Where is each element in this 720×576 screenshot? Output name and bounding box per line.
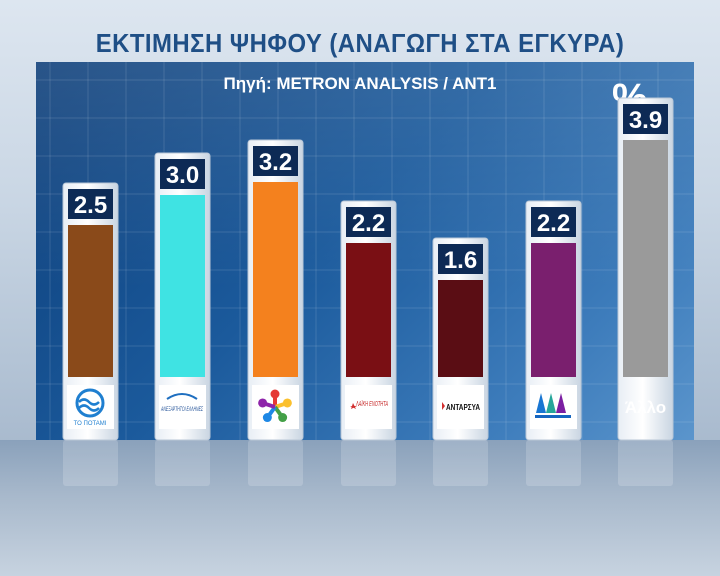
bar [253,182,298,377]
value-label-box [623,104,668,134]
value-label-box [253,146,298,176]
value-label-box [438,244,483,274]
bar-group: 1.6 ΑΝΤΑΡΣΥΑ [432,237,489,486]
bar [531,243,576,377]
bar [623,140,668,377]
water-icon [535,415,571,418]
bar [438,280,483,377]
bar-group: 2.2 [525,200,582,486]
star-icon [350,403,357,409]
value-label: 3.9 [629,107,662,134]
bar-group: 3.9 Άλλο [617,97,674,486]
floor [0,440,720,576]
value-label-box [68,189,113,219]
to-potami-logo [75,388,105,418]
value-label: 3.2 [259,149,292,176]
anexartitoi-ellines-logo-box [159,385,206,429]
antarsya-logo [440,400,481,412]
bar-reflection [248,440,303,486]
bar-reflection [433,440,488,486]
logo-text: ΛΑΪΚΗ ΕΝΟΤΗΤΑ [355,400,388,408]
logo-text: ΑΝΕΞΑΡΤΗΤΟΙ ΕΛΛΗΝΕΣ [160,406,203,413]
person-icon [262,413,272,423]
star-icon [442,402,445,410]
bar [68,225,113,377]
person-icon [270,389,280,399]
value-label: 2.2 [352,210,385,237]
chart-source: Πηγή: METRON ANALYSIS / ANT1 [223,74,497,93]
bar-group: 2.2 ΛΑΪΚΗ ΕΝΟΤΗΤΑ [340,200,397,486]
bar-reflection [63,440,118,486]
value-label: 2.2 [537,210,570,237]
bar-group: 3.2 [247,139,304,486]
person-icon [258,398,268,408]
person-arm-icon [265,402,276,409]
wave-icon [78,398,100,406]
value-label-box [160,159,205,189]
value-label: 2.5 [74,192,107,219]
sail-icon [536,393,546,413]
logo-text: ΤΟ ΠΟΤΑΜΙ [74,421,107,427]
logo-text: ΑΝΤΑΡΣΥΑ [446,403,480,412]
bar-group: 2.5 ΤΟ ΠΟΤΑΜΙ [62,182,119,486]
chart-title: ΕΚΤΙΜΗΣΗ ΨΗΦΟΥ (ΑΝΑΓΩΓΗ ΣΤΑ ΕΓΚΥΡΑ) [95,28,625,58]
wave-icon [78,404,100,412]
person-icon [278,413,288,423]
bar-group: 3.0 ΑΝΕΞΑΡΤΗΤΟΙ ΕΛΛΗΝΕΣ [154,152,211,486]
bar [160,195,205,377]
bar-reflection [618,440,673,486]
bar-reflection [155,440,210,486]
arc-icon [166,393,198,400]
bar-reflection [526,440,581,486]
value-label-box [346,207,391,237]
sail-icon [546,393,556,413]
category-label: Άλλο [625,398,666,417]
value-label: 1.6 [444,247,477,274]
person-icon [282,398,292,408]
bar-reflection [341,440,396,486]
sail-icon [556,393,566,413]
to-potami-logo-box [67,385,114,429]
bar [346,243,391,377]
value-label-box [531,207,576,237]
value-label: 3.0 [166,162,199,189]
